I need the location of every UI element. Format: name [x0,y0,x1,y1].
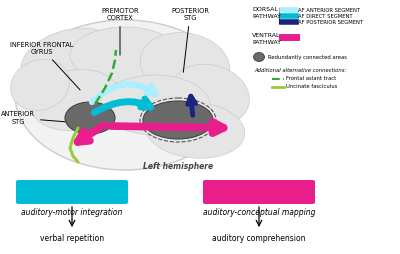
Ellipse shape [143,101,213,139]
Text: INFERIOR FRONTAL
GYRUS: INFERIOR FRONTAL GYRUS [10,42,80,90]
Ellipse shape [254,53,264,61]
Text: Ventral pathway: Ventral pathway [208,187,310,197]
Ellipse shape [30,69,120,131]
Ellipse shape [21,28,119,92]
Text: auditory-motor integration: auditory-motor integration [21,208,123,217]
Text: VENTRAL
PATHWAY: VENTRAL PATHWAY [252,33,281,45]
Ellipse shape [15,20,235,170]
Ellipse shape [140,33,230,98]
Text: POSTERIOR
STG: POSTERIOR STG [171,8,209,72]
Text: Frontal aslant tract: Frontal aslant tract [286,76,336,82]
Text: Additional alternative connections:: Additional alternative connections: [254,68,346,73]
Text: Redundantly connected areas: Redundantly connected areas [268,55,347,59]
Text: verbal repetition: verbal repetition [40,234,104,243]
Text: AF DIRECT SEGMENT: AF DIRECT SEGMENT [298,13,353,19]
Ellipse shape [100,75,210,135]
Ellipse shape [145,102,245,158]
Text: AF ANTERIOR SEGMENT: AF ANTERIOR SEGMENT [298,8,360,12]
Text: Dorsal pathway: Dorsal pathway [23,187,121,197]
Text: Uncinate fasciculus: Uncinate fasciculus [286,85,337,89]
Ellipse shape [65,102,115,134]
Text: PREMOTOR
CORTEX: PREMOTOR CORTEX [101,8,139,55]
Text: auditory comprehension: auditory comprehension [212,234,306,243]
FancyBboxPatch shape [203,180,315,204]
Text: auditory-conceptual mapping: auditory-conceptual mapping [203,208,315,217]
Text: ANTERIOR
STG: ANTERIOR STG [1,112,65,124]
Text: AF POSTERIOR SEGMENT: AF POSTERIOR SEGMENT [298,20,363,24]
Text: Left hemisphere: Left hemisphere [143,162,213,171]
Ellipse shape [70,27,180,83]
FancyBboxPatch shape [16,180,128,204]
Ellipse shape [170,64,250,126]
Ellipse shape [10,59,70,111]
Text: DORSAL
PATHWAY: DORSAL PATHWAY [252,7,281,19]
